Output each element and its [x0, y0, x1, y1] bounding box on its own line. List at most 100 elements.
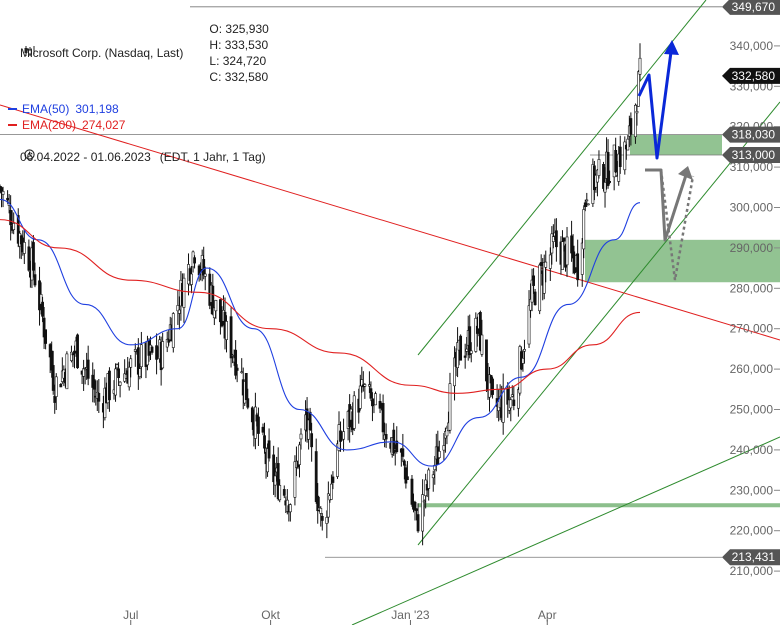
candle-body	[115, 364, 119, 369]
candle-body	[561, 241, 564, 270]
ema200-line	[0, 219, 641, 394]
candle-body	[177, 309, 181, 314]
candle-body	[319, 507, 323, 514]
y-tick-label: 250,000	[730, 403, 774, 417]
candle-body	[532, 275, 535, 286]
candle-body	[516, 389, 520, 409]
candlestick-series	[0, 43, 642, 546]
candle-body	[374, 393, 377, 406]
y-tick-label: 210,000	[730, 564, 774, 578]
candle-body	[501, 388, 505, 423]
legend-ema50-row[interactable]: EMA(50) 301,198	[6, 101, 276, 117]
candle-body	[437, 451, 441, 458]
y-tick-label: 300,000	[730, 201, 774, 215]
candle-body	[261, 426, 265, 433]
y-tick-label: 290,000	[730, 241, 774, 255]
candle-body	[118, 381, 122, 386]
candle-body	[171, 313, 175, 348]
candle-body	[9, 210, 13, 226]
candle-body	[299, 433, 303, 440]
price-tag	[722, 146, 780, 163]
candle-body	[402, 460, 406, 466]
legend-title-row: Microsoft Corp. (Nasdaq, Last) O: 325,93…	[6, 5, 276, 101]
y-tick-label: 240,000	[730, 443, 774, 457]
candle-body	[416, 514, 420, 532]
candle-body	[548, 254, 552, 269]
date-range: 06.04.2022 - 01.06.2023	[20, 150, 151, 164]
legend-range-row: 06.04.2022 - 01.06.2023 (EDT, 1 Jahr, 1 …	[6, 133, 276, 181]
candle-body	[293, 461, 297, 498]
candle-body	[27, 246, 31, 271]
candle-body	[371, 399, 374, 407]
candle-body	[384, 434, 388, 440]
long-term-downtrend-line	[0, 104, 780, 341]
candle-body	[510, 394, 514, 397]
candle-body	[51, 365, 55, 391]
candle-body	[1, 191, 5, 195]
candle-body	[586, 203, 590, 206]
upper-channel-line	[417, 0, 707, 356]
candle-body	[580, 242, 584, 275]
candle-body	[413, 501, 417, 511]
candle-body	[576, 253, 580, 281]
candle-body	[203, 273, 207, 277]
interval-info: (EDT, 1 Jahr, 1 Tag)	[159, 150, 266, 164]
candle-body	[298, 444, 301, 465]
candle-body	[509, 399, 513, 409]
candle-body	[583, 202, 587, 207]
candle-body	[331, 476, 335, 483]
alternative-projection-arrow	[645, 168, 689, 242]
candle-body	[491, 378, 494, 395]
candle-body	[626, 138, 630, 151]
low-value: L: 324,720	[209, 54, 267, 68]
candle-body	[369, 388, 373, 399]
candle-body	[73, 350, 76, 354]
candle-body	[368, 384, 371, 387]
candle-body	[459, 335, 463, 361]
high-value: H: 333,530	[209, 38, 269, 52]
ema-lines	[0, 198, 641, 467]
candle-body	[225, 321, 228, 340]
candle-body	[422, 500, 426, 503]
candle-body	[22, 242, 26, 254]
candle-body	[12, 222, 16, 230]
candle-body	[401, 448, 405, 457]
candle-body	[523, 349, 526, 352]
legend-ema200-row[interactable]: EMA(200) 274,027	[6, 117, 276, 133]
dotted-projection-arrow	[659, 169, 695, 281]
candle-body	[229, 316, 233, 359]
candle-body	[325, 517, 329, 524]
candle-body	[445, 427, 449, 437]
candle-body	[32, 242, 35, 271]
y-tick-label: 220,000	[730, 524, 774, 538]
candle-body	[97, 392, 101, 402]
close-value: C: 332,580	[209, 70, 269, 84]
candle-body	[606, 152, 610, 186]
candle-body	[629, 118, 633, 135]
candle-body	[278, 485, 282, 501]
candle-body	[202, 259, 206, 276]
blue-arrowhead	[664, 40, 679, 55]
candle-body	[582, 209, 586, 250]
candle-body	[86, 359, 90, 379]
candle-body	[551, 236, 555, 242]
candle-body	[480, 334, 484, 355]
candle-body	[538, 264, 542, 312]
candle-body	[381, 403, 385, 433]
candle-body	[267, 440, 271, 459]
clock-icon	[6, 133, 35, 181]
y-tick-label: 280,000	[730, 281, 774, 295]
candle-body	[608, 181, 611, 183]
candle-body	[562, 237, 566, 242]
candle-body	[512, 399, 516, 406]
candle-body	[182, 277, 186, 308]
candle-body	[288, 504, 292, 513]
lower-channel-line	[417, 101, 780, 546]
candle-body	[42, 317, 46, 338]
y-tick-label: 340,000	[730, 39, 774, 53]
candle-body	[250, 407, 254, 423]
candle-body	[244, 373, 248, 400]
candlestick-icon	[6, 29, 35, 77]
y-axis: 360,000350,000340,000330,000320,000310,0…	[730, 0, 780, 578]
